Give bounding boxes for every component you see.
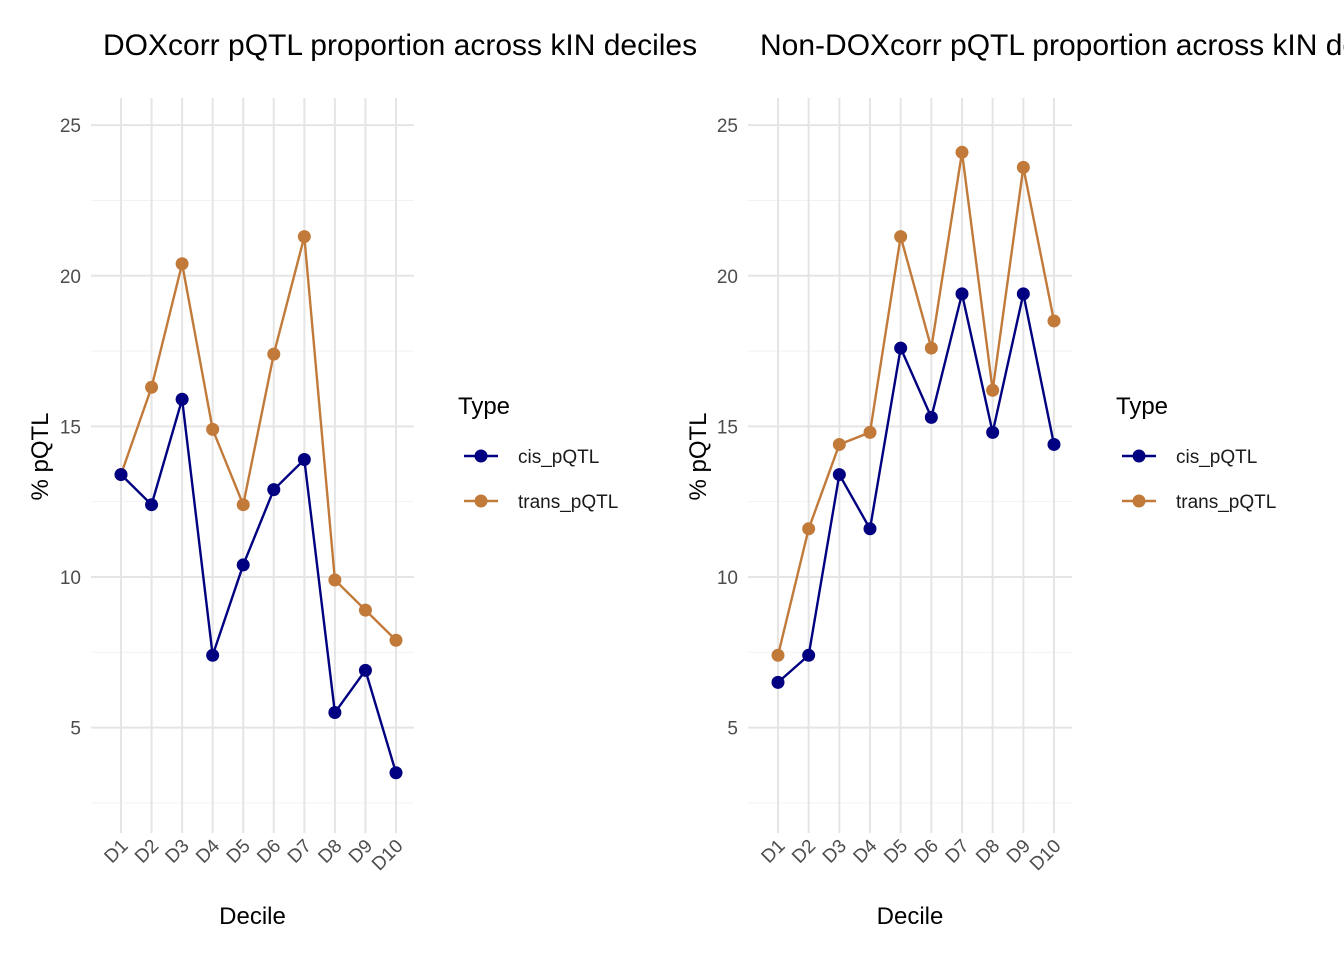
data-point-cis_pQTL	[1016, 287, 1030, 301]
x-tick-label: D2	[131, 836, 163, 868]
data-point-cis_pQTL	[771, 675, 785, 689]
x-tick-label: D7	[942, 836, 974, 868]
data-point-trans_pQTL	[894, 230, 908, 244]
y-tick-label: 25	[60, 116, 81, 137]
x-tick-label: D1	[758, 836, 790, 868]
data-point-cis_pQTL	[894, 341, 908, 355]
data-point-trans_pQTL	[986, 383, 1000, 397]
y-tick-label: 5	[70, 719, 81, 740]
legend-title: Type	[458, 393, 510, 420]
data-point-cis_pQTL	[114, 468, 128, 482]
data-point-trans_pQTL	[863, 425, 877, 439]
data-point-cis_pQTL	[863, 522, 877, 536]
legend-key-point	[474, 449, 488, 463]
x-axis-title: Decile	[219, 903, 286, 930]
data-point-cis_pQTL	[297, 453, 311, 467]
chart-title: DOXcorr pQTL proportion across kIN decil…	[103, 29, 697, 62]
legend: Type cis_pQTL trans_pQTL	[458, 393, 618, 513]
data-point-trans_pQTL	[802, 522, 816, 536]
legend: Type cis_pQTL trans_pQTL	[1116, 393, 1276, 513]
data-point-cis_pQTL	[236, 558, 250, 572]
x-tick-label: D4	[850, 835, 882, 867]
data-point-cis_pQTL	[328, 706, 342, 720]
chart-title: Non-DOXcorr pQTL proportion across kIN d…	[760, 29, 1344, 62]
x-tick-label: D7	[284, 836, 316, 868]
x-tick-label: D10	[1026, 836, 1065, 875]
y-tick-label: 10	[60, 568, 81, 589]
data-point-cis_pQTL	[924, 410, 938, 424]
series-line-cis_pQTL	[120, 398, 398, 774]
data-point-trans_pQTL	[955, 145, 969, 159]
data-point-cis_pQTL	[358, 663, 372, 677]
data-point-trans_pQTL	[832, 437, 846, 451]
x-tick-label: D5	[880, 836, 912, 868]
legend-label: cis_pQTL	[1176, 447, 1257, 468]
x-tick-label: D10	[368, 836, 407, 875]
data-point-trans_pQTL	[297, 230, 311, 244]
legend-key-point	[1132, 449, 1146, 463]
x-tick-label: D8	[972, 836, 1004, 868]
legend-key-point	[474, 494, 488, 508]
data-point-cis_pQTL	[1047, 437, 1061, 451]
data-point-trans_pQTL	[924, 341, 938, 355]
data-point-trans_pQTL	[1016, 160, 1030, 174]
data-point-cis_pQTL	[267, 483, 281, 497]
data-point-trans_pQTL	[236, 498, 250, 512]
y-tick-label: 15	[60, 417, 81, 438]
x-tick-label: D5	[223, 836, 255, 868]
legend-label: trans_pQTL	[1176, 492, 1276, 513]
legend-key-point	[1132, 494, 1146, 508]
x-tick-label: D6	[911, 836, 943, 868]
x-tick-label: D8	[314, 836, 346, 868]
y-tick-label: 20	[717, 267, 738, 288]
y-tick-label: 15	[717, 417, 738, 438]
data-point-cis_pQTL	[145, 498, 159, 512]
data-point-trans_pQTL	[206, 422, 220, 436]
x-tick-label: D3	[162, 836, 194, 868]
data-point-cis_pQTL	[986, 425, 1000, 439]
y-tick-label: 5	[727, 719, 738, 740]
data-point-cis_pQTL	[206, 648, 220, 662]
data-point-cis_pQTL	[389, 766, 403, 780]
data-point-cis_pQTL	[175, 392, 189, 406]
x-tick-label: D6	[253, 836, 285, 868]
y-tick-label: 25	[717, 116, 738, 137]
series-line-trans_pQTL	[119, 236, 397, 642]
x-tick-label: D1	[101, 836, 133, 868]
data-point-trans_pQTL	[267, 347, 281, 361]
data-point-trans_pQTL	[389, 633, 403, 647]
legend-label: cis_pQTL	[518, 447, 599, 468]
x-tick-label: D2	[788, 836, 820, 868]
y-tick-label: 10	[717, 568, 738, 589]
data-point-cis_pQTL	[955, 287, 969, 301]
data-point-trans_pQTL	[358, 603, 372, 617]
series-line-cis_pQTL	[777, 293, 1056, 684]
series-line-trans_pQTL	[776, 152, 1056, 656]
data-point-trans_pQTL	[175, 257, 189, 271]
legend-label: trans_pQTL	[518, 492, 618, 513]
y-axis-title: % pQTL	[685, 412, 712, 500]
data-point-cis_pQTL	[832, 468, 846, 482]
x-tick-label: D3	[819, 836, 851, 868]
data-point-trans_pQTL	[771, 648, 785, 662]
y-axis-title: % pQTL	[27, 412, 54, 500]
data-point-cis_pQTL	[802, 648, 816, 662]
legend-title: Type	[1116, 393, 1168, 420]
data-point-trans_pQTL	[328, 573, 342, 587]
data-point-trans_pQTL	[1047, 314, 1061, 328]
data-point-trans_pQTL	[145, 380, 159, 394]
x-tick-label: D4	[192, 835, 224, 867]
x-axis-title: Decile	[877, 903, 944, 930]
y-tick-label: 20	[60, 267, 81, 288]
